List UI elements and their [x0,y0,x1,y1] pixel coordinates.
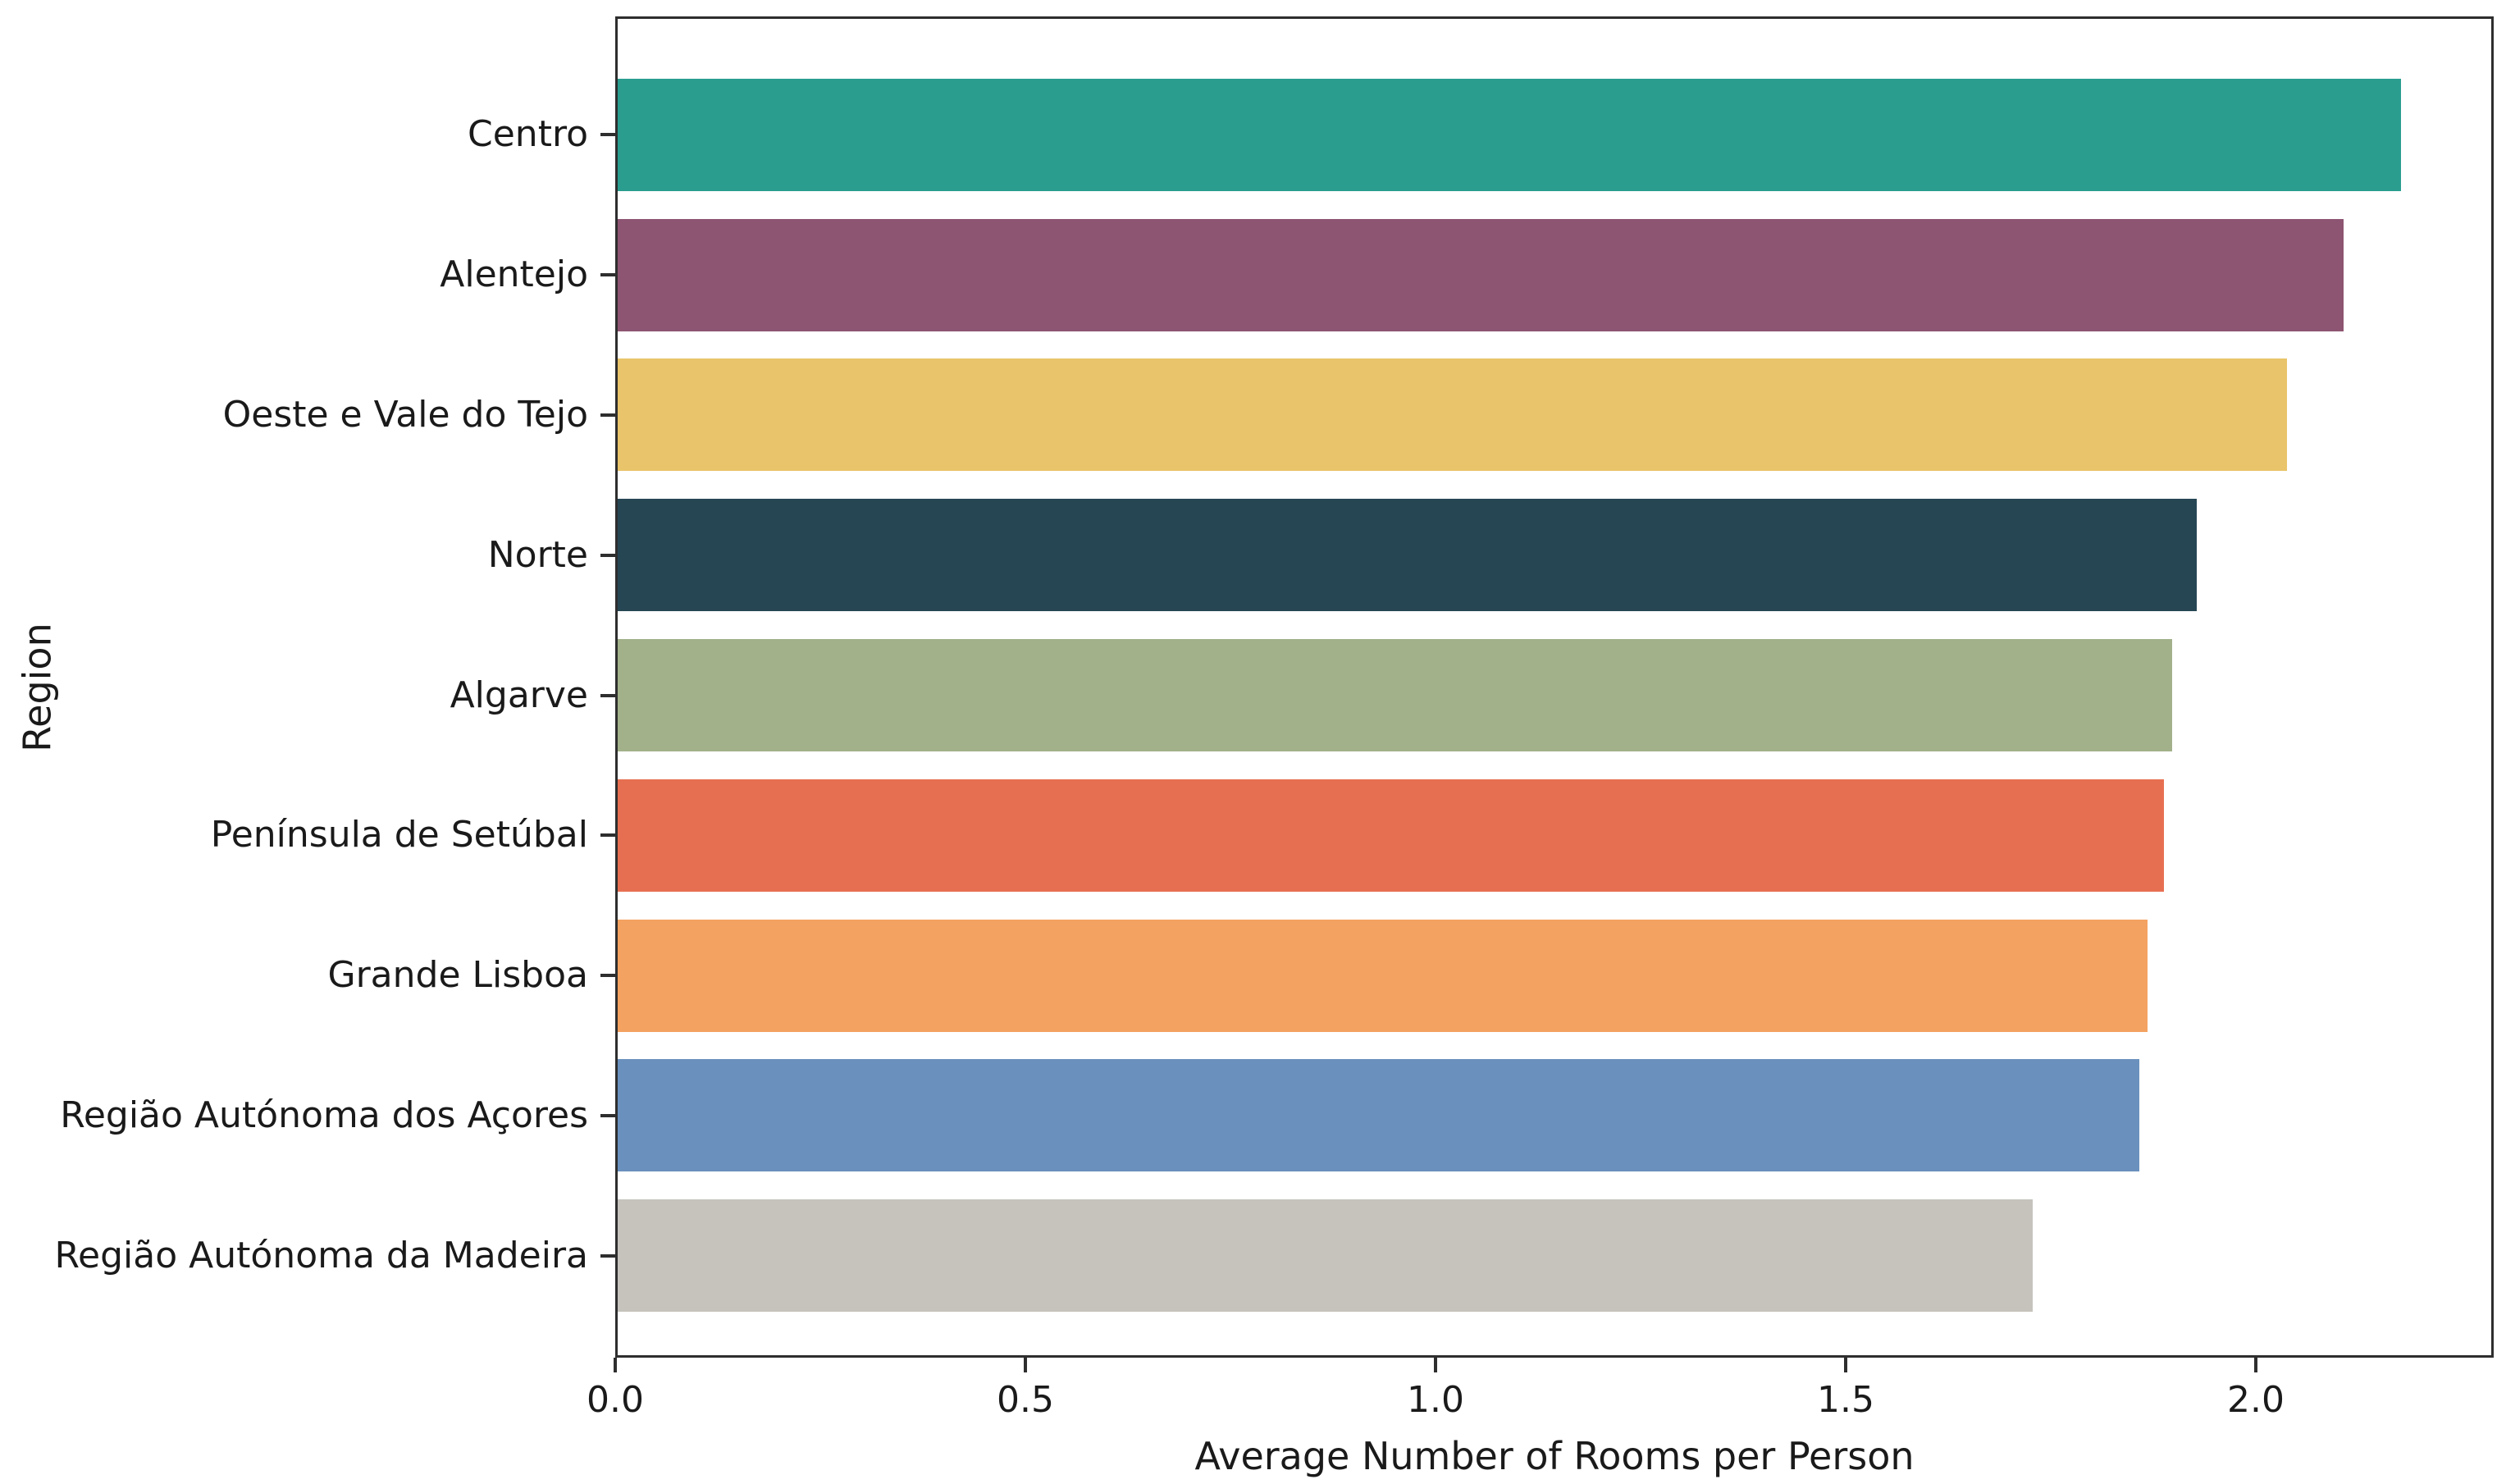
category-label: Algarve [450,674,588,716]
x-tick-label: 0.5 [997,1379,1054,1421]
bars-container: Centro Alentejo Oeste e Vale do Tejo Nor… [54,19,2491,1355]
bar-row: Região Autónoma dos Açores [60,1045,2491,1185]
x-tick-label: 1.0 [1407,1379,1464,1421]
bar-row: Região Autónoma da Madeira [54,1185,2491,1326]
category-label: Grande Lisboa [327,954,589,997]
x-tick: 0.0 [587,1358,644,1418]
category-label: Península de Setúbal [210,814,588,856]
x-tick-mark [1843,1358,1847,1372]
y-tick-mark [600,1253,615,1258]
bar-row: Centro [468,65,2491,205]
x-tick-label: 0.0 [587,1379,644,1421]
x-axis-title: Average Number of Rooms per Person [1194,1434,1915,1478]
category-label: Centro [468,113,588,156]
x-tick: 1.5 [1817,1358,1874,1418]
y-tick-mark [600,553,615,557]
bar-3 [618,358,2287,472]
y-tick-mark [600,273,615,277]
plot-area: Centro Alentejo Oeste e Vale do Tejo Nor… [54,16,2494,1358]
y-axis-title: Region [16,622,61,752]
category-label: Região Autónoma dos Açores [60,1094,588,1136]
y-tick-mark [600,693,615,697]
bar-row: Oeste e Vale do Tejo [223,345,2491,486]
bar-5 [618,639,2173,752]
y-tick-mark [600,133,615,137]
category-label: Região Autónoma da Madeira [54,1234,588,1276]
x-tick-mark [2253,1358,2257,1372]
x-tick-label: 2.0 [2227,1379,2285,1421]
bar-row: Alentejo [440,205,2491,345]
category-label: Oeste e Vale do Tejo [222,393,588,436]
x-tick-label: 1.5 [1817,1379,1874,1421]
x-tick-mark [1023,1358,1027,1372]
bar-1 [618,78,2402,191]
y-tick-mark [600,833,615,838]
x-tick-mark [1433,1358,1437,1372]
bar-row: Grande Lisboa [328,906,2491,1046]
bar-8 [618,1059,2140,1172]
bar-2 [618,218,2344,331]
y-tick-mark [600,974,615,978]
bar-row: Norte [488,485,2491,625]
bar-row: Algarve [450,625,2491,765]
bar-6 [618,779,2165,892]
category-label: Norte [487,533,588,576]
bar-row: Península de Setúbal [211,765,2491,906]
category-label: Alentejo [440,253,588,296]
x-tick-mark [613,1358,617,1372]
x-tick: 1.0 [1407,1358,1464,1418]
x-tick: 0.5 [997,1358,1054,1418]
x-tick: 2.0 [2227,1358,2285,1418]
y-tick-mark [600,413,615,417]
bar-7 [618,919,2148,1032]
y-axis-title-box: Region [0,16,75,1358]
bar-9 [618,1199,2034,1313]
x-axis-ticks: 0.0 0.5 1.0 1.5 2.0 [587,1358,2494,1431]
y-tick-mark [600,1113,615,1117]
bar-4 [618,499,2197,612]
